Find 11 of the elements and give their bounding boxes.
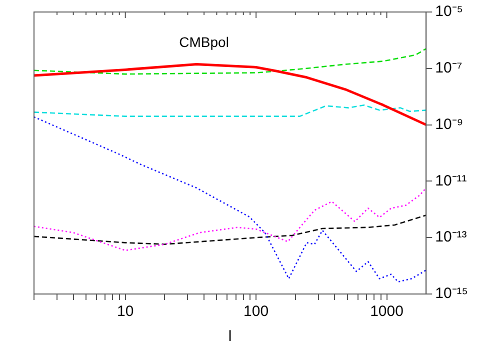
y-tick-label: 10⁻¹⁵ [435,285,468,302]
x-tick-label: 10 [117,303,134,320]
text: CMBpol [179,34,229,50]
x-tick-label: 1000 [370,303,404,320]
y-tick-label: 10⁻⁹ [435,116,464,133]
y-tick-label: 10⁻⁷ [435,60,462,77]
x-tick-label: 100 [244,303,269,320]
x-axis-title: l [228,328,232,346]
y-tick-label: 10⁻⁵ [435,3,464,20]
y-tick-label: 10⁻¹¹ [435,172,467,190]
y-tick-label: 10⁻¹³ [435,228,467,246]
